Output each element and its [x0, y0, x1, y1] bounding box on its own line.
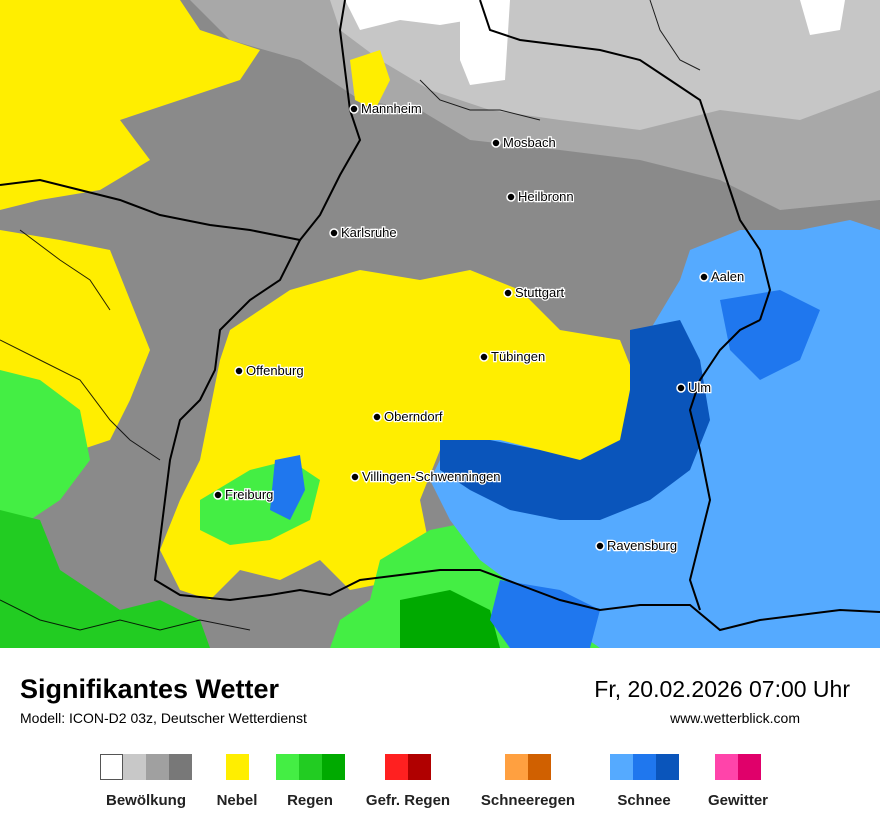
city-dot: [372, 412, 382, 422]
snow-area-east-dark: [440, 320, 710, 520]
country-borders: [0, 0, 701, 631]
legend-swatch-group: [505, 754, 551, 780]
city-dot: [349, 104, 359, 114]
city-label: Villingen-Schwenningen: [362, 469, 501, 484]
snow-area-freiburg: [270, 455, 305, 520]
city-layer: Mannheim Mosbach Heilbronn Karlsruhe Aalen St…: [213, 100, 746, 554]
city-marker: Ravensburg: [595, 537, 678, 554]
legend-swatch-group: [275, 754, 345, 780]
model-info: Modell: ICON-D2 03z, Deutscher Wetterdie…: [20, 710, 307, 726]
legend-swatch: [146, 754, 169, 780]
legend-swatch: [100, 754, 123, 780]
city-marker: Karlsruhe: [329, 224, 398, 241]
city-dot: [676, 383, 686, 393]
legend-swatch: [609, 754, 633, 780]
legend-label: Gefr. Regen: [365, 792, 451, 809]
state-borders: [0, 0, 880, 632]
legend-swatch: [275, 754, 299, 780]
legend-swatch: [321, 754, 345, 780]
city-label: Ravensburg: [607, 538, 677, 553]
city-dot: [699, 272, 709, 282]
legend-swatch: [123, 754, 146, 780]
legend-swatch-group: [385, 754, 431, 780]
city-marker: Heilbronn: [506, 188, 575, 205]
fog-area-mannheim: [350, 50, 390, 110]
legend-label: Gewitter: [707, 792, 769, 809]
city-dot: [506, 192, 516, 202]
city-dot: [329, 228, 339, 238]
legend-swatch-group: [225, 754, 249, 780]
city-label: Heilbronn: [518, 189, 574, 204]
city-label: Mannheim: [361, 101, 422, 116]
legend-swatch: [385, 754, 408, 780]
snow-area-medium: [490, 290, 820, 648]
city-label: Freiburg: [225, 487, 273, 502]
legend-label: Schnee: [617, 792, 671, 809]
legend-label: Regen: [287, 792, 333, 809]
city-label: Oberndorf: [384, 409, 443, 424]
legend-swatch: [505, 754, 528, 780]
city-marker: Mannheim: [349, 100, 423, 117]
legend-swatch-group: [100, 754, 192, 780]
page-title: Signifikantes Wetter: [20, 674, 280, 704]
website-link[interactable]: www.wetterblick.com: [670, 710, 800, 726]
legend-label: Nebel: [216, 792, 258, 809]
city-dot: [491, 138, 501, 148]
legend-swatch: [408, 754, 431, 780]
city-marker: Tübingen: [479, 348, 546, 365]
rain-area-southwest: [0, 510, 210, 648]
legend-swatch: [632, 754, 656, 780]
city-marker: Villingen-Schwenningen: [350, 468, 502, 485]
city-label: Mosbach: [503, 135, 556, 150]
city-dot: [350, 472, 360, 482]
city-label: Karlsruhe: [341, 225, 397, 240]
legend-swatch-group: [609, 754, 679, 780]
footer: Signifikantes Wetter Modell: ICON-D2 03z…: [0, 648, 880, 830]
city-marker: Ulm: [676, 379, 712, 396]
legend-swatch: [715, 754, 738, 780]
legend-swatch-group: [715, 754, 761, 780]
rain-area-west: [0, 370, 90, 520]
city-label: Aalen: [711, 269, 744, 284]
legend-swatch: [169, 754, 192, 780]
city-label: Ulm: [688, 380, 711, 395]
legend-swatch: [225, 754, 249, 780]
city-dot: [479, 352, 489, 362]
city-dot: [213, 490, 223, 500]
city-marker: Offenburg: [234, 362, 305, 379]
legend-swatch: [655, 754, 679, 780]
legend-swatch: [738, 754, 761, 780]
city-marker: Mosbach: [491, 134, 557, 151]
weather-map: Mannheim Mosbach Heilbronn Karlsruhe Aalen St…: [0, 0, 880, 648]
city-marker: Freiburg: [213, 486, 275, 503]
forecast-datetime: Fr, 20.02.2026 07:00 Uhr: [594, 676, 850, 702]
city-label: Stuttgart: [515, 285, 565, 300]
legend-swatch: [298, 754, 322, 780]
legend-swatch: [528, 754, 551, 780]
city-dot: [595, 541, 605, 551]
city-label: Offenburg: [246, 363, 304, 378]
legend-label: Schneeregen: [480, 792, 576, 809]
legend-label: Bewölkung: [105, 792, 187, 809]
city-marker: Aalen: [699, 268, 746, 285]
city-dot: [503, 288, 513, 298]
city-label: Tübingen: [491, 349, 545, 364]
city-dot: [234, 366, 244, 376]
city-marker: Oberndorf: [372, 408, 444, 425]
cloud-layer-clear: [345, 0, 845, 85]
fog-area-northwest: [0, 0, 260, 210]
rain-area-south-dark: [400, 590, 500, 648]
city-marker: Stuttgart: [503, 284, 566, 301]
